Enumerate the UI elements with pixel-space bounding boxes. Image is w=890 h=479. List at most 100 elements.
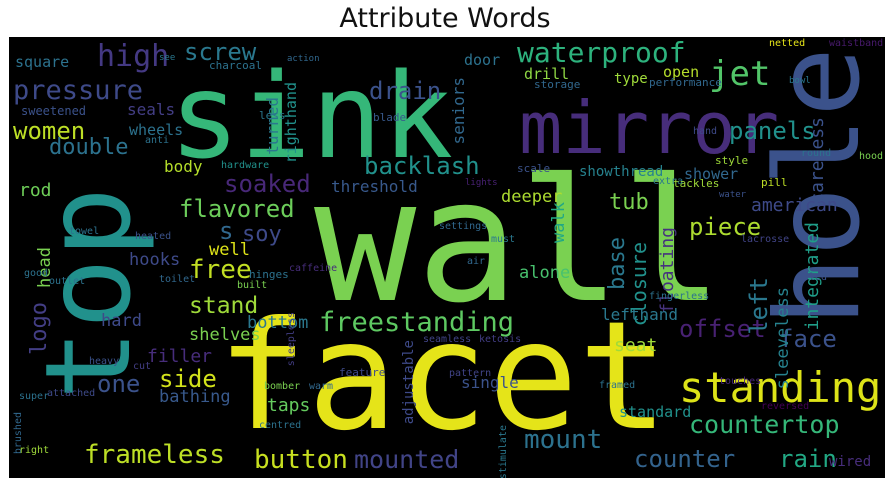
word-cloud: sink wall facet top hole mirror standing waterp… bbox=[9, 37, 885, 478]
cloud-word-reversed: reversed bbox=[761, 401, 810, 412]
cloud-word-wired: wired bbox=[829, 454, 872, 470]
cloud-word-ketosis: ketosis bbox=[479, 334, 522, 345]
cloud-word-fingerless: fingerless bbox=[649, 291, 710, 302]
cloud-word-rain: rain bbox=[779, 445, 837, 473]
cloud-word-logo: logo bbox=[27, 302, 52, 355]
cloud-word-soaked: soaked bbox=[224, 170, 311, 198]
cloud-word-filler: filler bbox=[147, 346, 213, 367]
cloud-word-action: action bbox=[287, 54, 320, 64]
cloud-word-hooks: hooks bbox=[129, 250, 181, 270]
cloud-word-towel: towel bbox=[69, 226, 100, 237]
cloud-word-backlash: backlash bbox=[364, 152, 480, 180]
cloud-word-s: s bbox=[219, 217, 234, 245]
cloud-word-shower: shower bbox=[684, 165, 739, 183]
cloud-word-one: one bbox=[97, 370, 141, 398]
cloud-word-freestanding: freestanding bbox=[319, 307, 515, 338]
cloud-word-top: top bbox=[19, 187, 157, 401]
cloud-word-high: high bbox=[97, 39, 170, 74]
cloud-word-seals: seals bbox=[127, 100, 176, 119]
cloud-word-hard: hard bbox=[101, 311, 142, 331]
cloud-word-extra: extra bbox=[653, 176, 684, 187]
cloud-word-adjustable: adjustable bbox=[401, 340, 417, 425]
cloud-word-turned: turned bbox=[263, 97, 282, 155]
cloud-word-careless: careless bbox=[807, 117, 828, 204]
cloud-word-led: led bbox=[809, 272, 828, 283]
cloud-word-caffeine: caffeine bbox=[289, 263, 338, 274]
cloud-word-lights: lights bbox=[465, 178, 498, 188]
cloud-word-sleeveless: sleeveless bbox=[773, 287, 793, 390]
chart-title: Attribute Words bbox=[339, 3, 551, 34]
cloud-word-free: free bbox=[189, 255, 252, 285]
cloud-word-deeper: deeper bbox=[501, 187, 563, 207]
cloud-word-super: super bbox=[19, 391, 50, 402]
cloud-word-stand: stand bbox=[189, 293, 259, 319]
cloud-word-righthand: righthand bbox=[282, 82, 300, 164]
cloud-word-facet: facet bbox=[217, 290, 669, 464]
cloud-word-drain: drain bbox=[369, 77, 442, 105]
cloud-word-flavored: flavored bbox=[179, 195, 295, 223]
cloud-word-offset: offset bbox=[679, 315, 766, 343]
cloud-word-cut: cut bbox=[133, 361, 152, 372]
cloud-word-side: side bbox=[159, 365, 217, 393]
cloud-word-built: built bbox=[237, 280, 268, 291]
cloud-word-lacrosse: lacrosse bbox=[741, 234, 790, 245]
cloud-word-face: face bbox=[779, 325, 837, 353]
cloud-word-door: door bbox=[464, 51, 501, 69]
cloud-word-double: double bbox=[49, 135, 129, 160]
cloud-word-hood: hood bbox=[859, 151, 884, 162]
cloud-word-mounted: mounted bbox=[354, 445, 460, 474]
cloud-word-blade: blade bbox=[373, 111, 407, 124]
cloud-word-soy: soy bbox=[242, 222, 282, 247]
cloud-word-mount: mount bbox=[524, 425, 603, 455]
cloud-word-rod: rod bbox=[19, 180, 52, 201]
cloud-word-button: button bbox=[254, 445, 348, 475]
cloud-word-counter: counter bbox=[634, 445, 736, 473]
cloud-word-frameless: frameless bbox=[84, 440, 225, 470]
cloud-word-open: open bbox=[663, 63, 700, 81]
cloud-word-seniors: seniors bbox=[449, 77, 468, 145]
cloud-word-panels: panels bbox=[729, 117, 816, 145]
cloud-word-style: style bbox=[715, 154, 749, 167]
cloud-word-american: american bbox=[751, 195, 838, 216]
cloud-word-left: left bbox=[745, 277, 773, 335]
cloud-word-hand: hand bbox=[693, 126, 718, 137]
cloud-word-storage: storage bbox=[534, 78, 581, 91]
cloud-word-bathing: bathing bbox=[159, 387, 231, 407]
cloud-word-alone: alone bbox=[519, 263, 571, 283]
cloud-word-round: round bbox=[801, 148, 832, 159]
cloud-word-air: air bbox=[467, 256, 486, 267]
cloud-word-centred: centred bbox=[259, 420, 302, 431]
cloud-word-heated: heated bbox=[135, 231, 172, 242]
cloud-word-seamless: seamless bbox=[423, 334, 472, 345]
cloud-word-bomber: bomber bbox=[264, 381, 301, 392]
cloud-word-warm: warm bbox=[309, 381, 334, 392]
cloud-word-scale: scale bbox=[517, 162, 551, 175]
cloud-word-square: square bbox=[15, 53, 70, 71]
cloud-word-outlet: outlet bbox=[49, 276, 86, 287]
cloud-word-pill: pill bbox=[761, 176, 788, 189]
cloud-word-piece: piece bbox=[689, 213, 762, 241]
cloud-word-performance: performance bbox=[649, 76, 722, 89]
cloud-word-walk: walk bbox=[549, 202, 569, 243]
cloud-word-lefthand: lefthand bbox=[601, 305, 679, 324]
cloud-word-tackles: tackles bbox=[673, 177, 720, 190]
cloud-word-mirror: mirror bbox=[519, 86, 780, 170]
cloud-word-bowl: bowl bbox=[789, 76, 811, 86]
cloud-word-base: base bbox=[605, 237, 630, 290]
cloud-word-sink: sink bbox=[169, 47, 454, 185]
cloud-word-standard: standard bbox=[619, 403, 692, 421]
cloud-word-touches: touches bbox=[719, 376, 762, 387]
cloud-word-showthread: showthread bbox=[579, 164, 664, 180]
cloud-word-hinges: hinges bbox=[249, 268, 289, 281]
cloud-word-tub: tub bbox=[609, 190, 649, 215]
cloud-word-jet: jet bbox=[709, 54, 771, 94]
cloud-word-screw: screw bbox=[184, 38, 257, 66]
cloud-word-less: less bbox=[259, 109, 286, 122]
cloud-word-waterproof: waterproof bbox=[517, 37, 686, 69]
cloud-word-settings: settings bbox=[439, 221, 488, 232]
cloud-word-good: good bbox=[24, 268, 49, 279]
cloud-word-threshold: threshold bbox=[331, 177, 418, 196]
cloud-word-drill: drill bbox=[524, 65, 570, 83]
cloud-word-standing: standing bbox=[679, 363, 882, 412]
cloud-word-hardware: hardware bbox=[221, 160, 270, 171]
